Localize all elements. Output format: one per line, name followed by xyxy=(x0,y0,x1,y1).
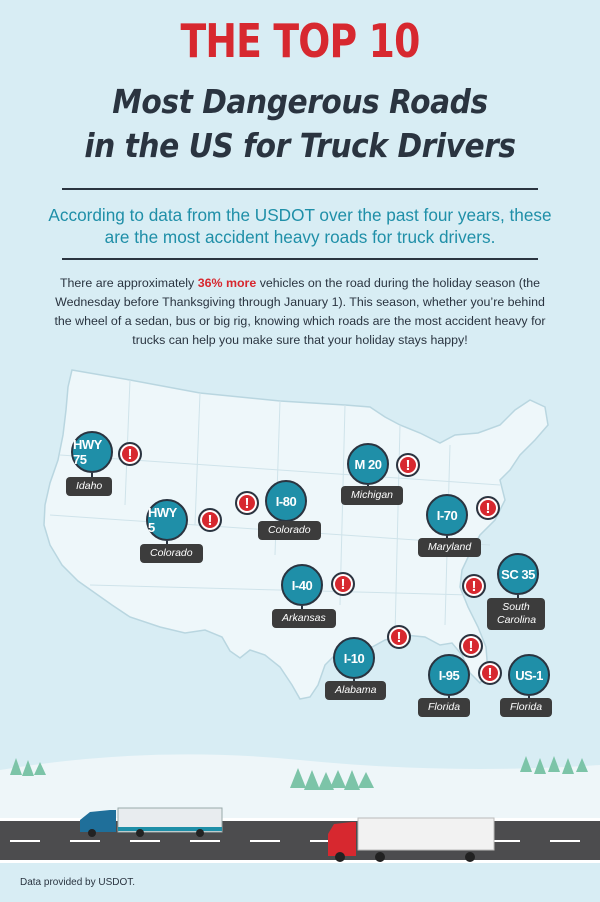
state-label-colorado-i80: Colorado xyxy=(258,521,321,540)
main-title: THE TOP 10 xyxy=(180,14,420,68)
alert-icon: ! xyxy=(396,453,420,477)
marker-stem xyxy=(301,606,303,609)
road-marker-i-80: I-80 xyxy=(265,480,307,522)
marker-stem xyxy=(446,536,448,538)
marker-stem xyxy=(353,679,355,681)
marker-stem xyxy=(517,595,519,598)
body-text: There are approximately 36% more vehicle… xyxy=(50,274,550,350)
marker-stem xyxy=(91,473,93,477)
subtitle-line-2: in the US for Truck Drivers xyxy=(84,126,516,165)
blue-truck xyxy=(80,807,223,837)
marker-stem xyxy=(528,696,530,698)
road-edge-bottom xyxy=(0,860,600,863)
road-marker-us-1: US-1 xyxy=(508,654,550,696)
marker-stem xyxy=(448,696,450,698)
alert-icon: ! xyxy=(462,574,486,598)
state-label-south-carolina: South Carolina xyxy=(487,598,545,630)
body-highlight: 36% more xyxy=(197,276,257,290)
road-scene xyxy=(0,754,600,863)
intro-text: According to data from the USDOT over th… xyxy=(48,205,552,247)
road-marker-i-70: I-70 xyxy=(426,494,468,536)
road-marker-i-95: I-95 xyxy=(428,654,470,696)
road-marker-i-10: I-10 xyxy=(333,637,375,679)
body-text-end: vehicles on the road during the holiday … xyxy=(54,276,546,347)
state-label-alabama: Alabama xyxy=(325,681,387,700)
alert-icon: ! xyxy=(118,442,142,466)
marker-stem xyxy=(166,541,168,544)
pine-trees xyxy=(10,756,588,790)
state-label-michigan: Michigan xyxy=(341,486,404,505)
state-label-florida-us1: Florida xyxy=(500,698,553,717)
road-marker-hwy-5: HWY 5 xyxy=(146,499,188,541)
marker-stem xyxy=(367,485,369,486)
red-truck xyxy=(328,817,495,862)
road-edge-top xyxy=(0,818,600,821)
state-label-idaho: Idaho xyxy=(66,477,113,496)
body-text-start: There are approximately xyxy=(59,276,198,290)
road-marker-m-20: M 20 xyxy=(347,443,389,485)
road-marker-hwy-75: HWY 75 xyxy=(71,431,113,473)
footer-credit: Data provided by USDOT. xyxy=(20,877,136,888)
alert-icon: ! xyxy=(198,508,222,532)
state-label-maryland: Maryland xyxy=(418,538,482,557)
alert-icon: ! xyxy=(478,661,502,685)
state-label-colorado-hwy5: Colorado xyxy=(140,544,203,563)
road-marker-i-40: I-40 xyxy=(281,564,323,606)
divider-bottom xyxy=(62,258,538,260)
state-label-florida-i95: Florida xyxy=(418,698,471,717)
alert-icon: ! xyxy=(387,625,411,649)
alert-icon: ! xyxy=(331,572,355,596)
state-label-arkansas: Arkansas xyxy=(272,609,336,628)
alert-icon: ! xyxy=(235,491,259,515)
alert-icon: ! xyxy=(476,496,500,520)
subtitle-line-1: Most Dangerous Roads xyxy=(112,82,488,121)
divider-top xyxy=(62,188,538,190)
road-marker-sc-35: SC 35 xyxy=(497,553,539,595)
alert-icon: ! xyxy=(459,634,483,658)
